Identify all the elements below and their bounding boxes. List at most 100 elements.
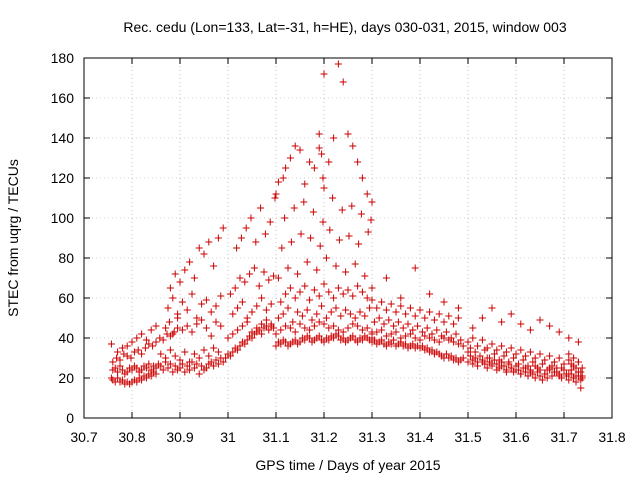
data-point xyxy=(411,334,419,342)
data-point xyxy=(418,342,426,350)
data-point xyxy=(498,318,506,326)
data-point xyxy=(414,322,422,330)
data-point xyxy=(358,174,366,182)
data-point xyxy=(315,144,323,152)
data-point xyxy=(107,340,115,348)
data-point xyxy=(442,350,450,358)
data-point xyxy=(183,362,191,370)
data-point xyxy=(262,316,270,324)
data-point xyxy=(207,332,215,340)
data-point xyxy=(387,340,395,348)
data-point xyxy=(387,330,395,338)
data-point xyxy=(334,326,342,334)
data-point xyxy=(164,364,172,372)
data-point xyxy=(327,308,335,316)
data-point xyxy=(495,356,503,364)
data-point xyxy=(522,352,530,360)
data-point xyxy=(567,366,575,374)
data-point xyxy=(404,320,412,328)
plot-area-frame xyxy=(83,57,613,419)
data-point xyxy=(188,328,196,336)
data-point xyxy=(301,336,309,344)
data-point xyxy=(435,338,443,346)
x-tick-label: 30.8 xyxy=(118,429,145,445)
data-point xyxy=(116,356,124,364)
data-point xyxy=(339,290,347,298)
data-point xyxy=(277,326,285,334)
data-point xyxy=(421,332,429,340)
data-point xyxy=(483,344,491,352)
data-point xyxy=(322,254,330,262)
data-point xyxy=(572,372,580,380)
data-point xyxy=(438,332,446,340)
data-point xyxy=(133,364,141,372)
data-point xyxy=(555,372,563,380)
data-point xyxy=(234,304,242,312)
data-point xyxy=(349,320,357,328)
data-point xyxy=(577,384,585,392)
data-point xyxy=(127,354,135,362)
data-point xyxy=(303,306,311,314)
data-point xyxy=(248,328,256,336)
data-point xyxy=(157,350,165,358)
data-point xyxy=(298,312,306,320)
data-point xyxy=(507,310,515,318)
data-point xyxy=(315,130,323,138)
data-point xyxy=(286,284,294,292)
data-point xyxy=(524,362,532,370)
data-point xyxy=(334,284,342,292)
data-point xyxy=(543,374,551,382)
data-point xyxy=(397,334,405,342)
data-point xyxy=(198,316,206,324)
data-point xyxy=(267,300,275,308)
data-point xyxy=(325,324,333,332)
data-point xyxy=(306,296,314,304)
data-point xyxy=(339,334,347,342)
data-point xyxy=(440,318,448,326)
data-point xyxy=(565,350,573,358)
data-point xyxy=(186,258,194,266)
data-point xyxy=(577,368,585,376)
x-tick-label: 31.6 xyxy=(502,429,529,445)
data-point xyxy=(529,358,537,366)
x-tick-label: 31 xyxy=(220,429,236,445)
data-point xyxy=(536,316,544,324)
data-point xyxy=(500,352,508,360)
data-point xyxy=(274,178,282,186)
data-point xyxy=(200,346,208,354)
data-point xyxy=(348,202,356,210)
data-point xyxy=(282,322,290,330)
data-point xyxy=(229,348,237,356)
data-point xyxy=(166,346,174,354)
data-point xyxy=(406,330,414,338)
data-point xyxy=(286,324,294,332)
data-point xyxy=(502,368,510,376)
data-point xyxy=(236,274,244,282)
data-point xyxy=(387,300,395,308)
data-point xyxy=(464,338,472,346)
data-point xyxy=(190,364,198,372)
data-point xyxy=(355,240,363,248)
data-point xyxy=(171,270,179,278)
data-point xyxy=(373,304,381,312)
data-point xyxy=(181,266,189,274)
data-point xyxy=(450,338,458,346)
data-point xyxy=(478,314,486,322)
data-point xyxy=(378,336,386,344)
data-point xyxy=(202,296,210,304)
data-point xyxy=(138,376,146,384)
x-tick-label: 30.9 xyxy=(166,429,193,445)
data-point xyxy=(457,336,465,344)
data-point xyxy=(330,134,338,142)
data-point xyxy=(358,326,366,334)
data-point xyxy=(258,320,266,328)
data-point xyxy=(210,262,218,270)
x-tick-label: 31.2 xyxy=(310,429,337,445)
data-point xyxy=(555,354,563,362)
data-point xyxy=(157,362,165,370)
data-point xyxy=(464,348,472,356)
data-point xyxy=(300,198,308,206)
data-point xyxy=(294,308,302,316)
data-point xyxy=(212,302,220,310)
data-points xyxy=(107,60,586,392)
